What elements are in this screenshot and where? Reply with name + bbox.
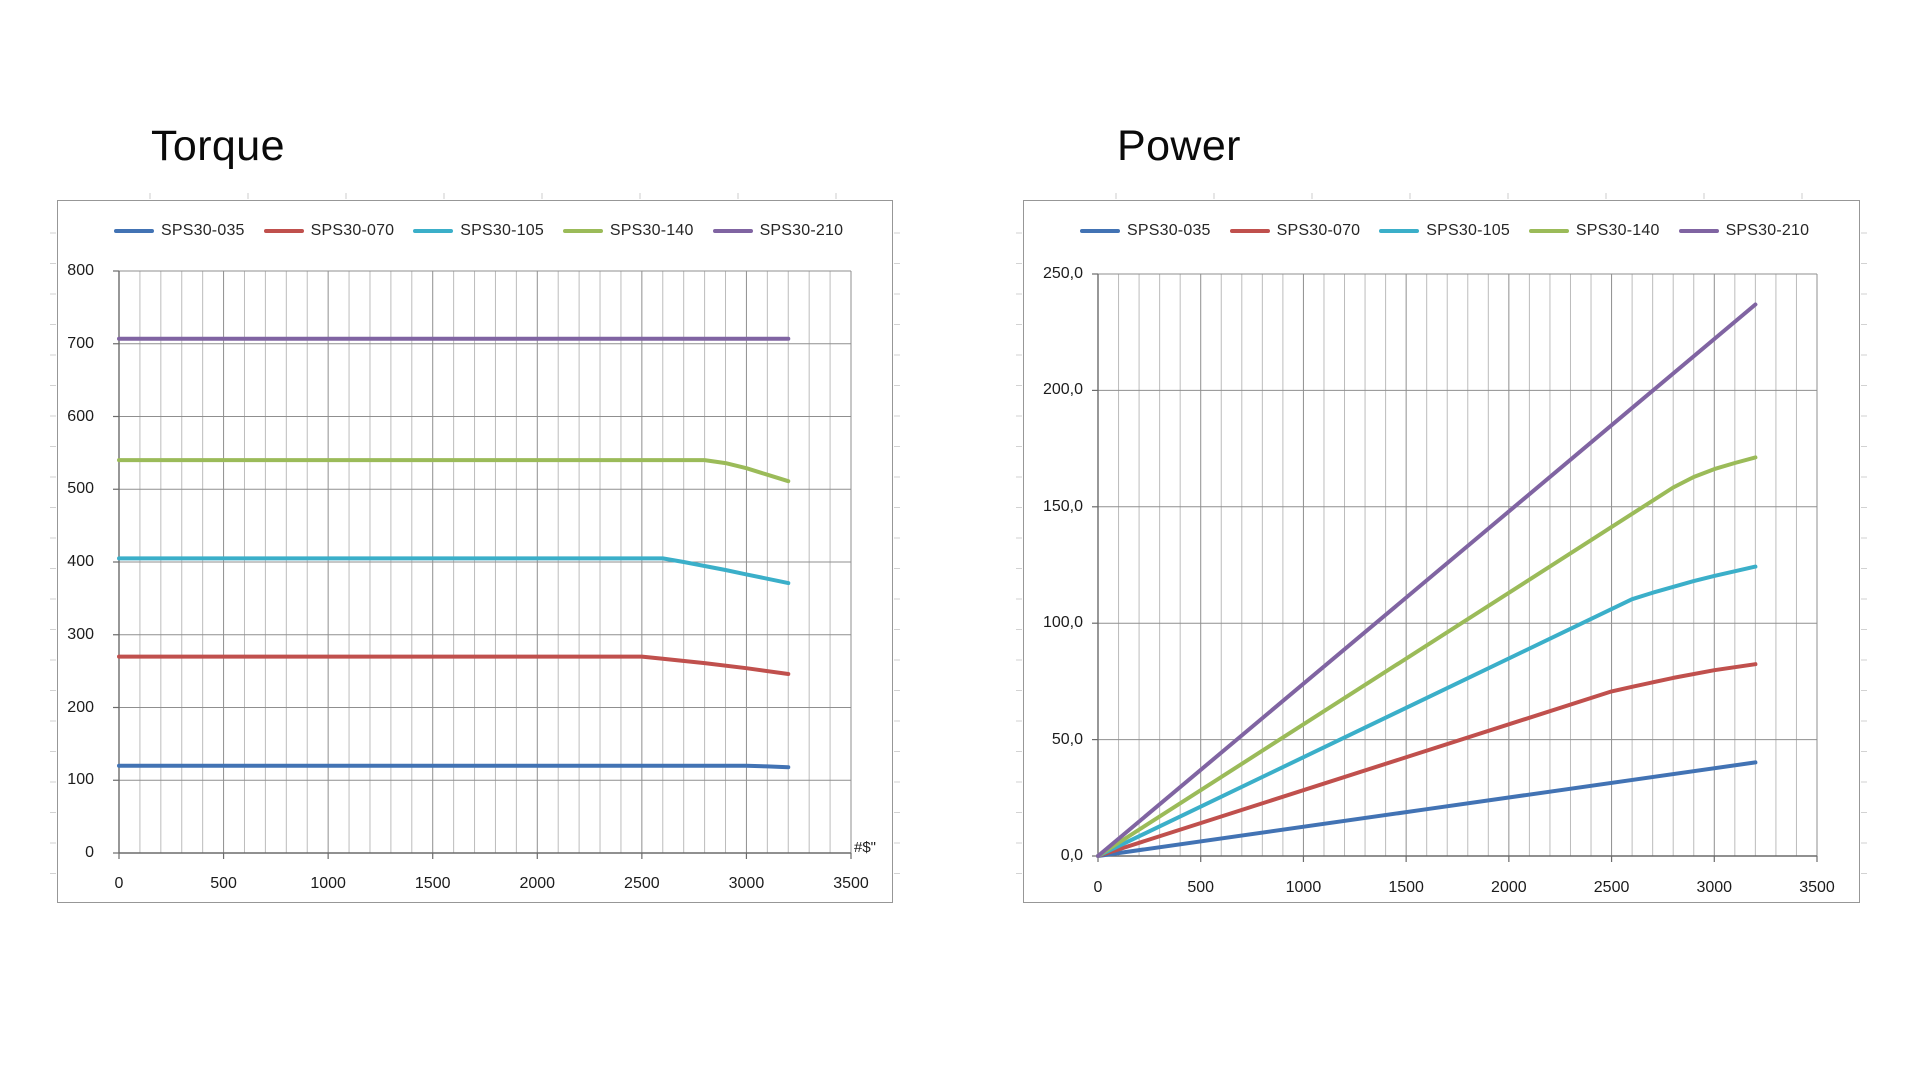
x-tick-label: 2500 xyxy=(624,875,660,892)
legend-label: SPS30-105 xyxy=(460,222,544,239)
legend-label: SPS30-070 xyxy=(1276,222,1361,239)
torque-chart-title: Torque xyxy=(151,122,285,170)
x-tick-label: 500 xyxy=(210,875,237,892)
legend-swatch-icon xyxy=(413,228,454,234)
legend-swatch-icon xyxy=(1379,228,1420,234)
power-chart-area: SPS30-035 SPS30-070 SPS30-105 SPS30-140 SPS3… xyxy=(1016,193,1867,903)
torque-chart-area: SPS30-035 SPS30-070 SPS30-105 SPS30-140 SPS3… xyxy=(50,193,900,903)
legend-swatch-icon xyxy=(562,228,603,234)
legend-item-SPS30-070: SPS30-070 xyxy=(263,222,395,240)
y-tick-label: 200,0 xyxy=(1042,381,1083,399)
legend-item-SPS30-035: SPS30-035 xyxy=(114,222,245,240)
legend-label: SPS30-140 xyxy=(1575,222,1660,239)
series-line-SPS30-210 xyxy=(1096,302,1758,858)
legend-swatch-icon xyxy=(1080,228,1120,234)
series-line-SPS30-105 xyxy=(1096,564,1758,858)
series-line-SPS30-070 xyxy=(117,654,791,676)
x-tick-label: 500 xyxy=(1187,879,1215,896)
x-tick-label: 1500 xyxy=(1388,879,1424,896)
legend-label: SPS30-210 xyxy=(759,222,844,239)
legend-item-SPS30-140: SPS30-140 xyxy=(562,222,694,240)
legend-label: SPS30-070 xyxy=(310,222,395,239)
y-tick-label: 50,0 xyxy=(1051,730,1083,748)
legend-label: SPS30-035 xyxy=(161,222,245,239)
legend-swatch-icon xyxy=(1229,228,1270,234)
legend-item-SPS30-105: SPS30-105 xyxy=(1379,222,1510,240)
legend-swatch-icon xyxy=(1678,228,1719,234)
x-tick-label: 0 xyxy=(1093,879,1103,896)
x-tick-label: 1000 xyxy=(310,875,346,892)
y-tick-label: 150,0 xyxy=(1042,497,1083,515)
legend-item-SPS30-210: SPS30-210 xyxy=(712,222,844,240)
series-line-SPS30-035 xyxy=(117,763,791,770)
y-tick-label: 500 xyxy=(67,480,94,498)
series-line-SPS30-140 xyxy=(117,458,791,484)
y-tick-label: 0 xyxy=(85,844,94,861)
power-legend: SPS30-035 SPS30-070 SPS30-105 SPS30-140 SPS3… xyxy=(1080,222,1809,240)
x-tick-label: 3500 xyxy=(833,875,869,892)
legend-label: SPS30-140 xyxy=(609,222,694,239)
power-chart: Power SPS30-035 SPS30-070 SPS30-105 SPS30-1… xyxy=(1016,122,1867,903)
x-tick-label: 2000 xyxy=(519,875,556,892)
legend-item-SPS30-070: SPS30-070 xyxy=(1229,222,1361,240)
torque-chart: Torque SPS30-035 SPS30-070 SPS30-105 SPS30-… xyxy=(50,122,900,903)
legend-swatch-icon xyxy=(114,228,154,234)
legend-item-SPS30-105: SPS30-105 xyxy=(413,222,544,240)
series-line-SPS30-070 xyxy=(1096,662,1758,858)
legend-item-SPS30-140: SPS30-140 xyxy=(1528,222,1660,240)
x-tick-label: 0 xyxy=(114,875,124,892)
y-tick-label: 0,0 xyxy=(1060,847,1083,864)
legend-swatch-icon xyxy=(712,228,753,234)
legend-label: SPS30-035 xyxy=(1127,222,1211,239)
y-tick-label: 300 xyxy=(67,625,94,643)
x-tick-label: 3500 xyxy=(1799,879,1835,896)
x-tick-label: 3000 xyxy=(1696,879,1733,896)
torque-plot xyxy=(50,193,900,874)
y-tick-label: 800 xyxy=(67,262,94,279)
series-line-SPS30-035 xyxy=(1096,760,1758,858)
x-axis-annotation: #$" xyxy=(854,839,877,856)
y-tick-label: 700 xyxy=(67,334,94,352)
legend-label: SPS30-105 xyxy=(1426,222,1510,239)
torque-legend: SPS30-035 SPS30-070 SPS30-105 SPS30-140 SPS3… xyxy=(114,222,843,240)
power-chart-title: Power xyxy=(1117,122,1241,170)
legend-item-SPS30-035: SPS30-035 xyxy=(1080,222,1211,240)
y-tick-label: 250,0 xyxy=(1042,265,1083,282)
x-tick-label: 1500 xyxy=(414,875,451,892)
y-tick-label: 400 xyxy=(67,553,94,570)
y-tick-label: 600 xyxy=(67,407,94,425)
y-tick-label: 100 xyxy=(67,771,94,789)
x-tick-label: 2500 xyxy=(1593,879,1630,896)
x-tick-label: 2000 xyxy=(1491,879,1527,896)
legend-swatch-icon xyxy=(1528,228,1569,234)
legend-swatch-icon xyxy=(263,228,304,234)
y-tick-label: 100,0 xyxy=(1042,614,1083,632)
x-tick-label: 1000 xyxy=(1285,879,1322,896)
y-tick-label: 200 xyxy=(67,698,94,716)
series-line-SPS30-105 xyxy=(117,556,791,586)
power-plot xyxy=(1016,193,1867,874)
legend-item-SPS30-210: SPS30-210 xyxy=(1678,222,1810,240)
legend-label: SPS30-210 xyxy=(1725,222,1810,239)
series-line-SPS30-140 xyxy=(1096,455,1758,858)
x-tick-label: 3000 xyxy=(728,875,765,892)
